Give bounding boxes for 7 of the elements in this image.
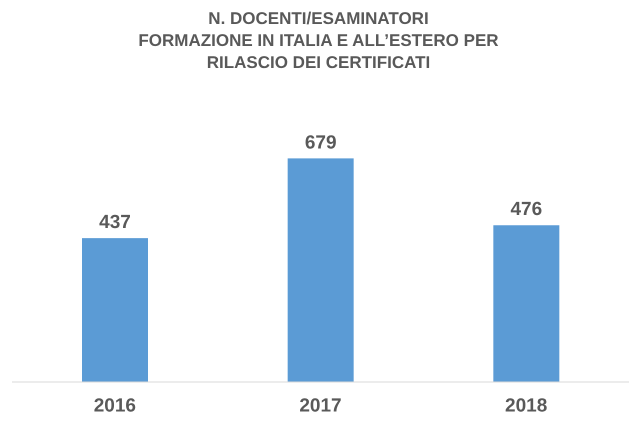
x-tick-label: 2017 [299,395,342,416]
data-label: 476 [510,199,542,220]
chart-title: N. DOCENTI/ESAMINATORI FORMAZIONE IN ITALIA E ALL’ESTERO PER RILASCIO DEI CERTIFICATI [137,8,500,74]
x-tick-label: 2016 [94,395,136,416]
data-label: 679 [304,132,337,154]
data-label: 437 [99,212,131,234]
x-tick-label: 2018 [505,395,548,416]
